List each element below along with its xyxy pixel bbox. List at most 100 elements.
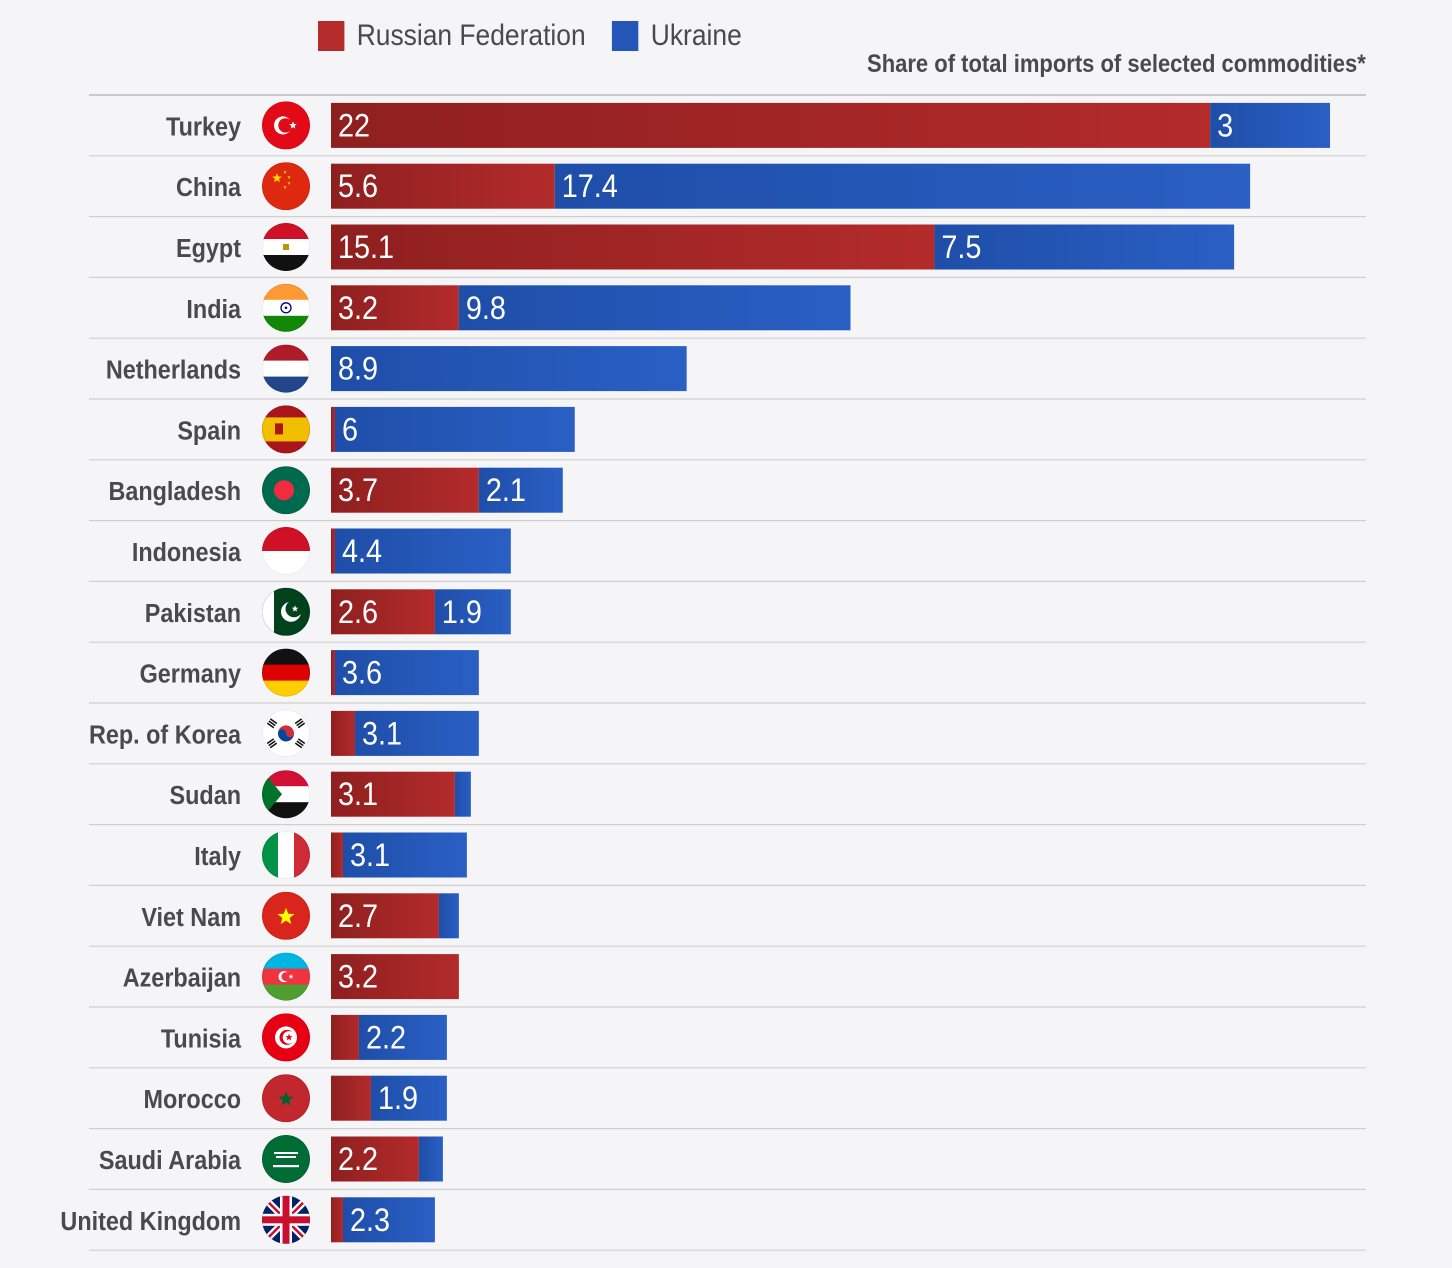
category-label-morocco: Morocco: [144, 1086, 241, 1114]
bar-russia-turkey: [331, 102, 1211, 148]
bar-ukraine-germany: [334, 650, 479, 696]
data-label-ukraine-tunisia: 2.2: [366, 1020, 406, 1056]
pakistan-flag-icon: [262, 587, 310, 636]
row-indonesia: Indonesia 4.4: [132, 527, 511, 575]
united-kingdom-flag-icon: [262, 1195, 310, 1244]
row-germany: Germany 3.6: [140, 648, 479, 697]
category-label-egypt: Egypt: [176, 235, 241, 263]
row-sudan: Sudan 3.1: [170, 770, 471, 819]
row-rep-of-korea: Rep. of Korea 3.1: [89, 709, 479, 758]
morocco-flag-icon: [262, 1074, 310, 1123]
row-morocco: Morocco 1.9: [144, 1074, 447, 1123]
data-label-russia-india: 3.2: [338, 290, 378, 326]
row-azerbaijan: Azerbaijan 3.2: [123, 952, 459, 1001]
category-label-bangladesh: Bangladesh: [108, 478, 241, 506]
data-label-ukraine-spain: 6: [342, 412, 358, 448]
bar-russia-tunisia: [331, 1014, 359, 1060]
legend: Russian Federation Ukraine: [318, 18, 768, 54]
data-label-russia-azerbaijan: 3.2: [338, 959, 378, 995]
row-netherlands: Netherlands 8.9: [106, 344, 687, 393]
row-viet-nam: Viet Nam 2.7: [141, 891, 459, 940]
bar-russia-sudan: [331, 771, 455, 817]
bar-russia-germany: [331, 650, 335, 696]
row-spain: Spain 6: [177, 405, 575, 454]
row-egypt: Egypt 15.1 7.5: [176, 223, 1235, 271]
legend-label-ukraine: Ukraine: [650, 19, 742, 52]
bar-ukraine-netherlands: [331, 346, 687, 392]
data-label-ukraine-rep-of-korea: 3.1: [362, 716, 402, 752]
category-label-turkey: Turkey: [166, 113, 241, 141]
bar-russia-rep-of-korea: [331, 710, 355, 756]
bar-ukraine-india: [458, 285, 851, 331]
row-bangladesh: Bangladesh 3.7 2.1: [108, 466, 563, 515]
category-label-germany: Germany: [140, 661, 242, 689]
legend-swatch-ukraine: [612, 21, 639, 51]
data-label-ukraine-bangladesh: 2.1: [486, 473, 526, 509]
category-label-united-kingdom: United Kingdom: [60, 1208, 241, 1236]
data-label-ukraine-egypt: 7.5: [941, 230, 981, 266]
china-flag-icon: [262, 162, 310, 211]
data-label-russia-china: 5.6: [338, 169, 378, 205]
turkey-flag-icon: [262, 101, 310, 150]
data-label-russia-pakistan: 2.6: [338, 594, 378, 630]
bar-russia-italy: [331, 832, 343, 878]
egypt-flag-icon: [262, 223, 310, 271]
spain-flag-icon: [262, 405, 310, 454]
bar-ukraine-viet-nam: [438, 893, 459, 939]
bar-russia-china: [331, 163, 555, 209]
category-label-china: China: [176, 174, 241, 202]
data-label-russia-turkey: 22: [338, 108, 370, 144]
germany-flag-icon: [262, 648, 310, 697]
bar-ukraine-sudan: [454, 771, 471, 817]
row-italy: Italy 3.1: [194, 831, 467, 879]
category-label-spain: Spain: [177, 417, 241, 445]
bar-ukraine-egypt: [934, 224, 1235, 270]
vietnam-flag-icon: [262, 891, 310, 940]
bangladesh-flag-icon: [262, 466, 310, 515]
data-label-ukraine-pakistan: 1.9: [442, 594, 482, 630]
row-pakistan: Pakistan 2.6 1.9: [145, 587, 511, 636]
bar-russia-bangladesh: [331, 467, 479, 513]
category-label-viet-nam: Viet Nam: [141, 904, 241, 932]
bar-russia-spain: [331, 406, 335, 452]
data-label-ukraine-turkey: 3: [1217, 108, 1233, 144]
bar-ukraine-morocco: [370, 1075, 447, 1121]
row-saudi-arabia: Saudi Arabia 2.2: [99, 1135, 443, 1183]
bar-ukraine-united-kingdom: [342, 1197, 435, 1243]
data-label-ukraine-united-kingdom: 2.3: [350, 1202, 390, 1238]
category-label-saudi-arabia: Saudi Arabia: [99, 1147, 241, 1175]
bar-russia-indonesia: [331, 528, 335, 574]
india-flag-icon: [262, 283, 310, 332]
data-label-ukraine-germany: 3.6: [342, 655, 382, 691]
row-china: China 5.6 17.4: [176, 162, 1251, 211]
bar-ukraine-saudi-arabia: [418, 1136, 443, 1182]
bar-ukraine-pakistan: [434, 589, 511, 635]
data-label-ukraine-indonesia: 4.4: [342, 534, 382, 570]
category-label-indonesia: Indonesia: [132, 539, 241, 567]
category-label-india: India: [186, 296, 241, 324]
data-label-ukraine-morocco: 1.9: [378, 1081, 418, 1117]
korea-flag-icon: [262, 709, 310, 758]
bar-russia-saudi-arabia: [331, 1136, 419, 1182]
bar-ukraine-china: [554, 163, 1251, 209]
bar-ukraine-turkey: [1210, 102, 1331, 148]
category-label-netherlands: Netherlands: [106, 357, 241, 385]
data-label-ukraine-china: 17.4: [562, 169, 618, 205]
data-label-ukraine-netherlands: 8.9: [338, 351, 378, 387]
data-label-russia-sudan: 3.1: [338, 777, 378, 813]
bar-russia-egypt: [331, 224, 935, 270]
netherlands-flag-icon: [262, 344, 310, 393]
bar-ukraine-rep-of-korea: [354, 710, 479, 756]
category-label-italy: Italy: [194, 843, 241, 871]
bar-russia-azerbaijan: [331, 954, 459, 1000]
data-label-russia-viet-nam: 2.7: [338, 898, 378, 934]
data-label-russia-egypt: 15.1: [338, 230, 394, 266]
data-label-ukraine-italy: 3.1: [350, 838, 390, 874]
bar-ukraine-indonesia: [334, 528, 511, 574]
row-united-kingdom: United Kingdom 2.3: [60, 1195, 435, 1244]
tunisia-flag-icon: [262, 1013, 310, 1062]
azerbaijan-flag-icon: [262, 952, 310, 1001]
bar-russia-morocco: [331, 1075, 371, 1121]
row-tunisia: Tunisia 2.2: [161, 1013, 447, 1062]
